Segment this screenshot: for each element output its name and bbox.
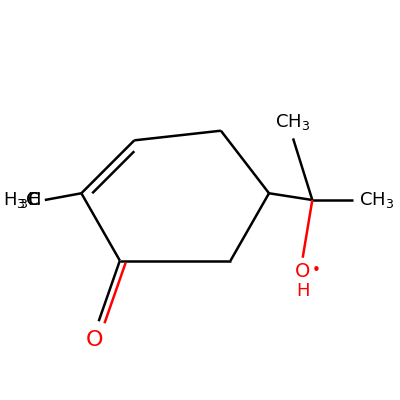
Text: $\mathrm{H_3C}$: $\mathrm{H_3C}$ — [3, 190, 39, 210]
Text: $\mathregular{_3}$C: $\mathregular{_3}$C — [19, 190, 41, 210]
Text: •: • — [312, 263, 321, 278]
Text: H: H — [296, 282, 310, 300]
Text: H: H — [28, 191, 41, 209]
Text: $\mathrm{CH_3}$: $\mathrm{CH_3}$ — [359, 190, 394, 210]
Text: $\mathrm{CH_3}$: $\mathrm{CH_3}$ — [276, 112, 311, 132]
Text: O: O — [295, 262, 310, 280]
Text: O: O — [86, 330, 104, 350]
